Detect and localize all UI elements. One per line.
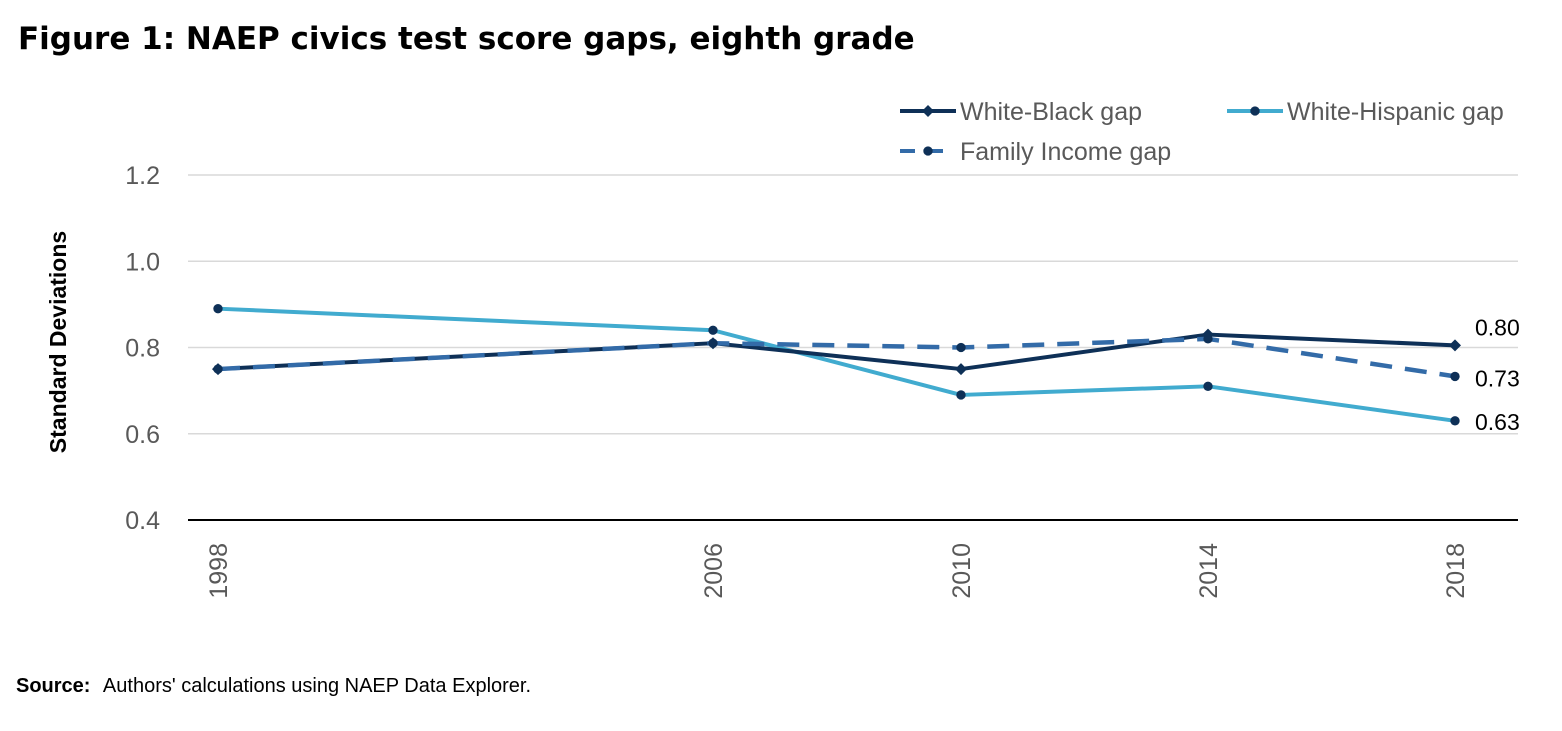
legend-item-white-hispanic-gap: White-Hispanic gap: [1227, 98, 1504, 126]
data-point: [955, 363, 967, 376]
y-tick-label: 0.6: [125, 421, 160, 449]
source-note: Source: Authors' calculations using NAEP…: [16, 675, 531, 697]
data-point: [1449, 339, 1461, 352]
legend-label: Family Income gap: [960, 138, 1171, 166]
legend-marker: [923, 146, 933, 156]
series-lines: [212, 304, 1461, 426]
source-label: Source:: [16, 675, 90, 697]
data-label-family-income-gap: 0.73: [1475, 365, 1520, 391]
x-tick-label: 1998: [205, 543, 233, 599]
x-tick-label: 2006: [700, 543, 728, 599]
y-tick-label: 0.8: [125, 335, 160, 363]
data-point: [708, 325, 718, 335]
y-tick-label: 1.0: [125, 248, 160, 276]
data-labels: 0.80 0.63 0.73: [1475, 314, 1520, 434]
series-family-income-gap: [213, 334, 1460, 382]
series-line-white-hispanic-gap: [217, 306, 1456, 423]
legend-marker: [1250, 106, 1260, 116]
legend-marker: [922, 105, 934, 117]
x-tick-label: 2018: [1442, 543, 1470, 599]
y-tick-label: 1.2: [125, 162, 160, 190]
data-point: [1203, 381, 1213, 391]
y-tick-label: 0.4: [125, 507, 160, 535]
data-point: [1203, 334, 1213, 344]
y-axis-label: Standard Deviations: [45, 231, 71, 453]
series-white-black-gap: [212, 328, 1461, 376]
legend-item-white-black-gap: White-Black gap: [900, 98, 1142, 126]
legend-label: White-Black gap: [960, 98, 1142, 126]
legend-label: White-Hispanic gap: [1287, 98, 1504, 126]
data-point: [708, 338, 718, 348]
y-tick-labels: 0.4 0.6 0.8 1.0 1.2: [125, 162, 160, 535]
data-point: [213, 364, 223, 374]
data-label-white-black-gap: 0.80: [1475, 314, 1520, 340]
legend: White-Black gap White-Hispanic gap Family …: [900, 98, 1504, 166]
chart-title: Figure 1: NAEP civics test score gaps, e…: [18, 21, 915, 57]
data-label-white-hispanic-gap: 0.63: [1475, 409, 1520, 435]
data-point: [1450, 371, 1460, 382]
x-tick-label: 2014: [1195, 543, 1223, 599]
legend-item-family-income-gap: Family Income gap: [900, 138, 1171, 166]
x-tick-labels: 1998 2006 2010 2014 2018: [205, 543, 1470, 599]
source-text: Authors' calculations using NAEP Data Ex…: [103, 675, 531, 697]
x-tick-label: 2010: [948, 543, 976, 599]
data-point: [1450, 416, 1460, 426]
series-white-hispanic-gap: [213, 304, 1460, 426]
data-point: [956, 342, 966, 353]
data-point: [956, 390, 966, 400]
data-point: [213, 304, 223, 314]
